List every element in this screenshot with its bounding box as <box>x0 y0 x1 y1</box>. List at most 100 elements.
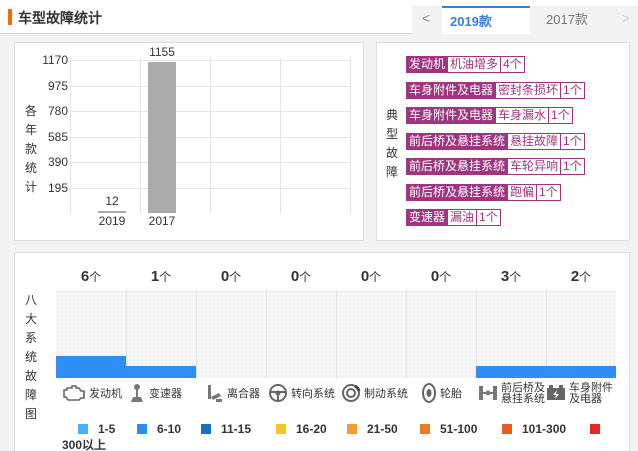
fault-tag[interactable]: 前后桥及悬挂系统 悬挂故障 1个 <box>406 132 585 150</box>
tab-2017[interactable]: 2017款 <box>546 12 588 27</box>
legend-label: 101-300 <box>522 422 567 436</box>
fault-issue: 车身漏水 <box>496 107 550 124</box>
steering-wheel-icon <box>268 383 288 406</box>
clutch-pedal-icon <box>206 383 224 406</box>
gridline-vertical <box>70 58 71 213</box>
legend-label: 6-10 <box>157 422 182 436</box>
system-label: 发动机 <box>89 387 122 400</box>
fault-count: 1个 <box>537 183 561 201</box>
legend-label: 21-50 <box>367 422 398 436</box>
fault-system: 前后桥及悬挂系统 <box>406 158 509 175</box>
sys-ylabel-char: 系 <box>24 331 37 345</box>
fault-tag[interactable]: 前后桥及悬挂系统 跑偏 1个 <box>406 183 561 201</box>
column-separator <box>546 290 547 378</box>
system-count-4: 0个 <box>360 268 382 285</box>
column-separator <box>406 290 407 378</box>
system-fill-bar <box>476 366 546 378</box>
legend-item: 51-100 <box>420 422 477 436</box>
column-separator <box>476 290 477 378</box>
y-tick-label: 780 <box>47 104 68 118</box>
system-item-7[interactable]: 车身附件 及电器 <box>546 382 613 406</box>
legend-swatch <box>347 424 357 434</box>
legend-swatch <box>201 424 211 434</box>
system-label: 离合器 <box>227 387 260 400</box>
fault-tag[interactable]: 车身附件及电器 密封条损坏 1个 <box>406 81 585 99</box>
ylabel-char: 统 <box>24 161 37 175</box>
system-item-5[interactable]: 轮胎 <box>421 382 462 406</box>
brake-disc-icon <box>341 383 361 406</box>
ylabel-char: 年 <box>24 123 37 137</box>
legend-label: 11-15 <box>221 422 252 436</box>
system-count-2: 0个 <box>220 268 242 285</box>
bar-value-label: 12 <box>105 194 119 209</box>
system-item-1[interactable]: 变速器 <box>128 382 182 406</box>
fault-tag[interactable]: 发动机 机油增多 4个 <box>406 56 525 73</box>
fault-tag[interactable]: 变速器 漏油 1个 <box>406 209 501 226</box>
header: 车型故障统计 < 2019款 2017款 > <box>0 0 638 34</box>
fault-count: 1个 <box>561 81 585 99</box>
fault-tag[interactable]: 前后桥及悬挂系统 车轮异响 1个 <box>406 158 585 175</box>
system-item-6[interactable]: 前后桥及 悬挂系统 <box>478 382 545 406</box>
page-title: 车型故障统计 <box>18 10 102 26</box>
fault-issue: 密封条损坏 <box>496 81 562 99</box>
y-tick-label: 585 <box>47 129 68 144</box>
system-item-4[interactable]: 制动系统 <box>341 382 408 406</box>
legend-swatch <box>78 424 88 434</box>
column-separator <box>336 290 337 378</box>
fault-system: 车身附件及电器 <box>406 107 497 124</box>
title-accent-bar <box>8 9 12 25</box>
system-fill-bar <box>56 356 126 378</box>
system-count-0: 6个 <box>80 268 102 285</box>
system-label: 变速器 <box>149 387 182 400</box>
system-count-6: 3个 <box>500 268 522 285</box>
legend-swatch <box>420 424 430 434</box>
y-tick-label: 390 <box>47 155 68 169</box>
fault-system: 车身附件及电器 <box>406 81 497 99</box>
system-count-3: 0个 <box>290 268 312 285</box>
typical-label-char: 故 <box>385 146 398 160</box>
engine-icon <box>62 384 86 405</box>
ylabel-char: 款 <box>24 142 37 156</box>
system-fill-bar <box>126 366 196 378</box>
bar-2019 <box>98 211 126 213</box>
legend-label: 51-100 <box>440 422 478 436</box>
legend-label: 16-20 <box>296 422 327 436</box>
fault-count: 1个 <box>561 132 585 150</box>
tab-2019[interactable]: 2019款 <box>442 6 530 34</box>
system-item-3[interactable]: 转向系统 <box>268 382 335 406</box>
sys-ylabel-char: 八 <box>24 293 37 307</box>
legend-item: 6-10 <box>137 422 181 436</box>
fault-tag[interactable]: 车身附件及电器 车身漏水 1个 <box>406 107 573 124</box>
system-label: 前后桥及 悬挂系统 <box>501 382 545 405</box>
system-item-0[interactable]: 发动机 <box>62 382 122 406</box>
typical-label-char: 型 <box>385 127 398 141</box>
column-separator <box>266 290 267 378</box>
gridline-vertical <box>350 58 351 213</box>
year-chart-panel <box>14 42 364 241</box>
y-tick-label: 195 <box>47 180 68 195</box>
system-label: 转向系统 <box>291 387 335 400</box>
sys-ylabel-char: 统 <box>24 350 37 364</box>
year-tabs: < 2019款 2017款 > <box>412 6 638 34</box>
system-fill-bar <box>546 366 616 378</box>
fault-issue: 跑偏 <box>508 183 538 201</box>
fault-system: 前后桥及悬挂系统 <box>406 183 509 201</box>
prev-arrow-icon[interactable]: < <box>421 10 431 26</box>
bar-2017 <box>148 61 176 213</box>
sys-ylabel-char: 大 <box>24 312 37 326</box>
legend-swatch <box>590 424 600 434</box>
fault-system: 发动机 <box>406 56 449 73</box>
fault-count: 1个 <box>549 107 573 124</box>
system-label: 制动系统 <box>364 387 408 400</box>
next-arrow-icon[interactable]: > <box>621 10 631 26</box>
sys-ylabel-char: 故 <box>24 369 37 383</box>
fault-system: 变速器 <box>406 209 449 226</box>
fault-count: 1个 <box>561 158 585 175</box>
fault-issue: 悬挂故障 <box>508 132 562 150</box>
sys-ylabel-char: 图 <box>24 407 37 421</box>
y-tick-label: 975 <box>47 78 68 93</box>
gridline-vertical <box>140 58 141 213</box>
legend-label: 300以上 <box>62 437 107 451</box>
system-item-2[interactable]: 离合器 <box>206 382 260 406</box>
